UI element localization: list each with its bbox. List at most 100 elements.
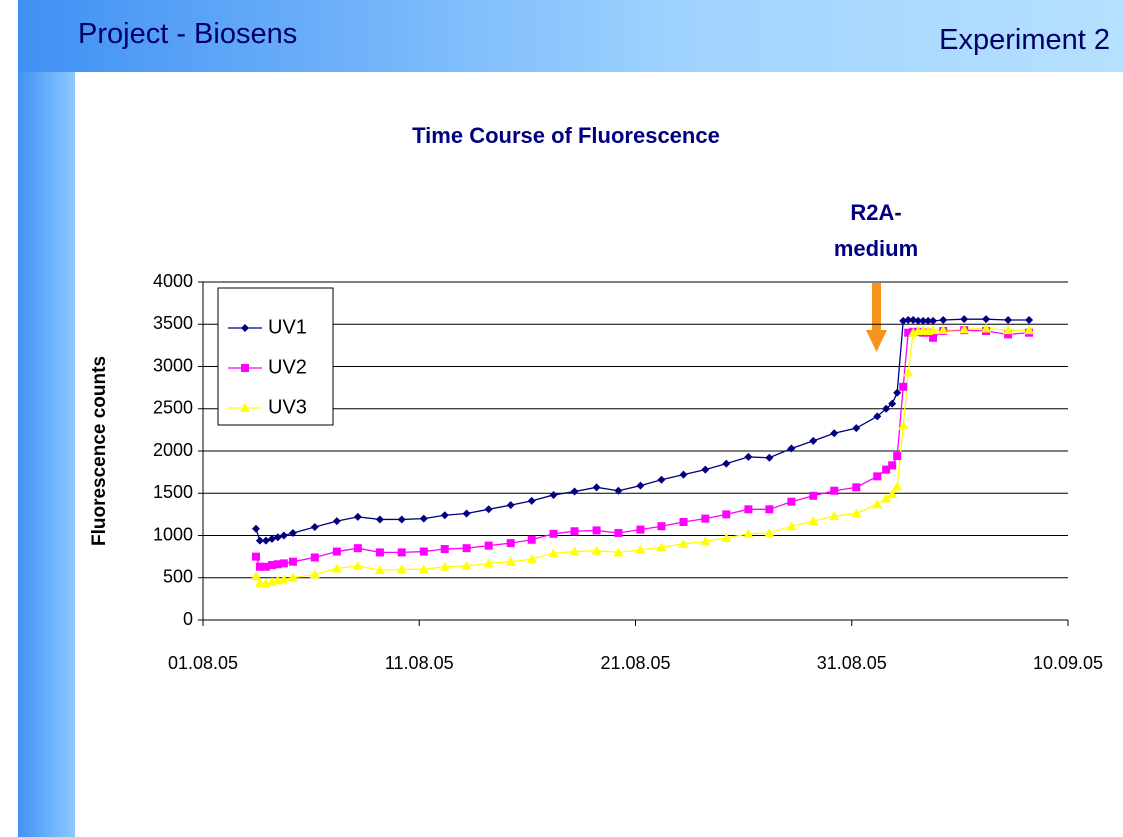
marker bbox=[462, 544, 471, 553]
marker bbox=[506, 539, 515, 548]
y-tick-label: 2000 bbox=[153, 440, 193, 460]
marker bbox=[928, 325, 939, 335]
y-tick-label: 1500 bbox=[153, 482, 193, 502]
marker bbox=[261, 536, 270, 545]
marker bbox=[396, 564, 407, 574]
side-bar bbox=[18, 72, 75, 837]
marker bbox=[636, 481, 645, 490]
marker bbox=[418, 564, 429, 574]
marker bbox=[255, 562, 264, 571]
marker bbox=[374, 565, 385, 575]
marker bbox=[592, 483, 601, 492]
marker bbox=[549, 490, 558, 499]
marker bbox=[959, 324, 970, 334]
marker bbox=[332, 517, 341, 526]
marker bbox=[278, 574, 289, 584]
marker bbox=[548, 548, 559, 558]
marker bbox=[331, 563, 342, 573]
marker bbox=[526, 554, 537, 564]
marker bbox=[592, 526, 601, 535]
marker bbox=[809, 491, 818, 500]
marker bbox=[375, 548, 384, 557]
marker bbox=[808, 516, 819, 526]
x-tick-label: 21.08.05 bbox=[600, 653, 670, 673]
marker bbox=[375, 515, 384, 524]
y-axis-label: Fluorescence counts bbox=[89, 356, 110, 546]
marker bbox=[656, 542, 667, 552]
arrow-shaft bbox=[872, 283, 881, 331]
marker bbox=[527, 496, 536, 505]
marker bbox=[1004, 316, 1013, 325]
marker bbox=[310, 553, 319, 562]
marker bbox=[786, 521, 797, 531]
marker bbox=[701, 514, 710, 523]
marker bbox=[809, 436, 818, 445]
marker bbox=[267, 561, 276, 570]
marker bbox=[678, 538, 689, 548]
marker bbox=[484, 541, 493, 550]
annotation: R2A- bbox=[850, 200, 901, 225]
marker bbox=[273, 560, 282, 569]
marker bbox=[982, 315, 991, 324]
marker bbox=[700, 536, 711, 546]
marker bbox=[914, 316, 923, 325]
marker bbox=[439, 561, 450, 571]
series-line bbox=[255, 318, 1030, 542]
marker bbox=[904, 328, 913, 337]
marker bbox=[929, 316, 938, 325]
marker bbox=[506, 501, 515, 510]
marker bbox=[1025, 316, 1034, 325]
marker bbox=[679, 470, 688, 479]
marker bbox=[250, 571, 261, 581]
marker bbox=[1003, 325, 1014, 335]
marker bbox=[851, 508, 862, 518]
marker bbox=[288, 528, 297, 537]
marker bbox=[909, 316, 918, 325]
marker bbox=[722, 459, 731, 468]
marker bbox=[882, 465, 891, 474]
marker bbox=[657, 475, 666, 484]
marker bbox=[830, 429, 839, 438]
marker bbox=[397, 515, 406, 524]
marker bbox=[273, 533, 282, 542]
marker bbox=[701, 465, 710, 474]
x-tick-label: 31.08.05 bbox=[817, 653, 887, 673]
marker bbox=[764, 527, 775, 537]
marker bbox=[744, 505, 753, 514]
marker bbox=[569, 546, 580, 556]
marker bbox=[852, 483, 861, 492]
marker bbox=[787, 444, 796, 453]
chart-title: Time Course of Fluorescence bbox=[412, 123, 720, 148]
marker bbox=[309, 569, 320, 579]
header-bar bbox=[18, 0, 1123, 72]
marker bbox=[830, 486, 839, 495]
marker bbox=[938, 325, 949, 335]
marker bbox=[352, 560, 363, 570]
marker bbox=[591, 545, 602, 555]
annotation: medium bbox=[834, 236, 918, 261]
marker bbox=[657, 522, 666, 531]
y-tick-label: 500 bbox=[163, 567, 193, 587]
marker bbox=[310, 523, 319, 532]
marker bbox=[527, 535, 536, 544]
marker bbox=[570, 487, 579, 496]
marker bbox=[484, 505, 493, 514]
marker bbox=[898, 420, 909, 430]
marker bbox=[929, 333, 938, 342]
y-tick-label: 4000 bbox=[153, 271, 193, 291]
marker bbox=[1004, 330, 1013, 339]
marker bbox=[288, 557, 297, 566]
marker bbox=[279, 531, 288, 540]
marker bbox=[419, 514, 428, 523]
marker bbox=[919, 316, 928, 325]
marker bbox=[353, 544, 362, 553]
marker bbox=[903, 367, 914, 377]
marker bbox=[636, 525, 645, 534]
marker bbox=[765, 453, 774, 462]
marker bbox=[614, 486, 623, 495]
marker bbox=[462, 509, 471, 518]
marker bbox=[267, 534, 276, 543]
marker bbox=[419, 547, 428, 556]
marker bbox=[893, 388, 902, 397]
